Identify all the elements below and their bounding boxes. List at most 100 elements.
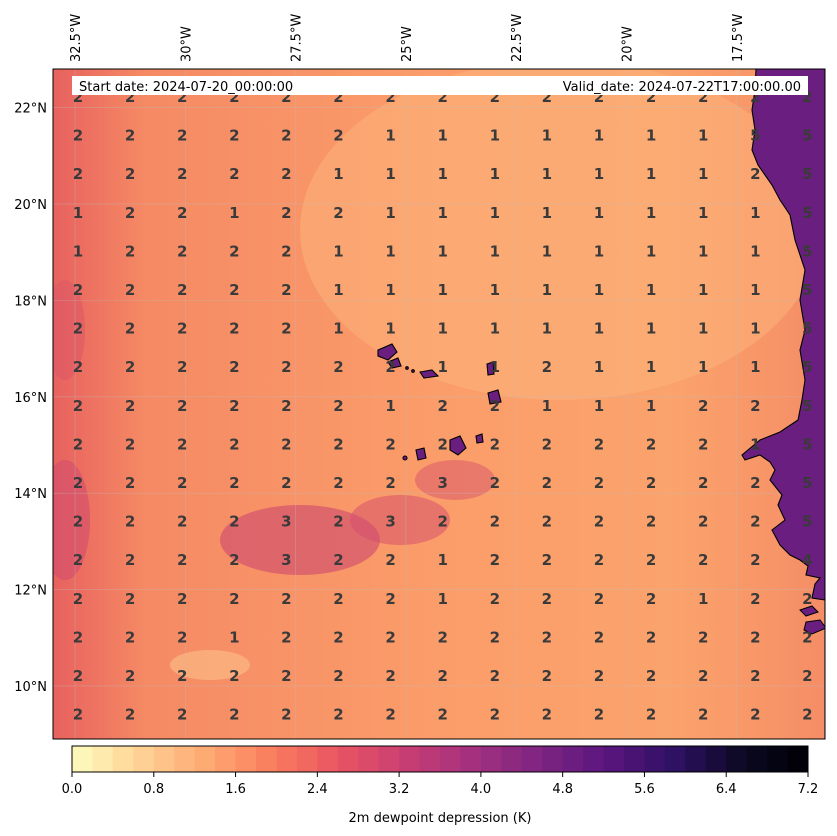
grid-value: 2 [229, 88, 239, 106]
latitude-tick-label: 14°N [14, 487, 47, 502]
grid-value: 1 [750, 281, 760, 299]
grid-value: 1 [490, 204, 500, 222]
grid-value: 2 [750, 590, 760, 608]
grid-value: 2 [385, 435, 395, 453]
grid-value: 2 [594, 551, 604, 569]
grid-value: 2 [125, 590, 135, 608]
grid-value: 2 [333, 397, 343, 415]
colorbar-tick-label: 3.2 [389, 782, 410, 797]
grid-value: 2 [73, 358, 83, 376]
grid-value: 2 [385, 628, 395, 646]
grid-value: 2 [125, 88, 135, 106]
grid-value: 2 [73, 590, 83, 608]
colorbar-ticks: 0.0 0.8 1.6 2.4 3.2 4.0 4.8 5.6 6.4 7.2 [62, 772, 818, 797]
grid-value: 1 [750, 242, 760, 260]
grid-value: 2 [437, 628, 447, 646]
grid-value: 2 [73, 435, 83, 453]
grid-value: 2 [802, 628, 812, 646]
grid-value: 2 [125, 242, 135, 260]
grid-value: 2 [177, 590, 187, 608]
grid-value: 1 [229, 204, 239, 222]
grid-value: 5 [802, 397, 812, 415]
grid-value: 2 [333, 513, 343, 531]
grid-value: 1 [385, 281, 395, 299]
grid-value: 2 [177, 667, 187, 685]
grid-value: 2 [594, 590, 604, 608]
grid-value: 2 [125, 474, 135, 492]
grid-value: 2 [125, 551, 135, 569]
grid-value: 2 [229, 513, 239, 531]
colorbar-level [337, 746, 359, 772]
grid-value: 2 [437, 397, 447, 415]
moist-blob [220, 505, 380, 575]
grid-value: 1 [646, 320, 656, 338]
grid-value: 2 [281, 204, 291, 222]
grid-value: 2 [385, 474, 395, 492]
colorbar-tick-label: 4.0 [471, 782, 492, 797]
grid-value: 2 [698, 513, 708, 531]
bijagos-islands [799, 605, 825, 635]
colorbar-level [521, 746, 543, 772]
grid-value: 1 [437, 242, 447, 260]
grid-value: 5 [802, 320, 812, 338]
colorbar-level [235, 746, 257, 772]
grid-value: 2 [698, 88, 708, 106]
grid-value: 1 [385, 397, 395, 415]
grid-value: 5 [802, 358, 812, 376]
grid-value: 2 [281, 435, 291, 453]
grid-value: 1 [750, 358, 760, 376]
grid-value: 1 [594, 127, 604, 145]
moist-blob [415, 460, 495, 500]
grid-value: 1 [437, 551, 447, 569]
grid-value: 1 [646, 358, 656, 376]
grid-value: 2 [229, 706, 239, 724]
value-grid: 2 2 2 2 2 2 2 2 2 2 2 2 2 2 2 2 2 2 2 2 2 1 1 1 1 1 1 1 5 5 2 2 2 2 2 1 1 1 1 1… [73, 88, 813, 724]
grid-value: 4 [802, 551, 812, 569]
grid-value: 2 [385, 88, 395, 106]
grid-value: 2 [125, 320, 135, 338]
grid-value: 2 [385, 667, 395, 685]
grid-value: 2 [490, 628, 500, 646]
grid-value: 2 [750, 88, 760, 106]
grid-value: 2 [73, 127, 83, 145]
grid-value: 1 [73, 242, 83, 260]
grid-value: 2 [750, 165, 760, 183]
grid-value: 2 [281, 320, 291, 338]
grid-value: 2 [73, 474, 83, 492]
grid-value: 1 [594, 397, 604, 415]
grid-value: 2 [333, 628, 343, 646]
grid-value: 2 [385, 590, 395, 608]
grid-value: 1 [385, 320, 395, 338]
grid-value: 2 [437, 513, 447, 531]
grid-value: 5 [802, 204, 812, 222]
colorbar-level [767, 746, 789, 772]
grid-value: 1 [73, 204, 83, 222]
grid-value: 2 [646, 435, 656, 453]
grid-value: 2 [646, 513, 656, 531]
grid-value: 2 [594, 667, 604, 685]
colorbar: 0.0 0.8 1.6 2.4 3.2 4.0 4.8 5.6 6.4 7.2 2m dewpoi… [62, 745, 818, 826]
grid-value: 2 [229, 667, 239, 685]
plot-frame [52, 68, 826, 740]
grid-value: 2 [542, 667, 552, 685]
grid-value: 2 [125, 165, 135, 183]
grid-value: 2 [698, 435, 708, 453]
grid-value: 2 [333, 474, 343, 492]
grid-value: 1 [437, 590, 447, 608]
grid-value: 1 [750, 204, 760, 222]
grid-value: 2 [333, 551, 343, 569]
grid-value: 2 [73, 88, 83, 106]
longitude-tick-label: 22.5°W [510, 14, 525, 62]
colorbar-level [624, 746, 645, 772]
grid-value: 5 [802, 513, 812, 531]
colorbar-level [256, 746, 277, 772]
colorbar-level [296, 746, 318, 772]
grid-value: 2 [646, 590, 656, 608]
grid-value: 2 [125, 628, 135, 646]
longitude-tick-label: 32.5°W [69, 14, 84, 62]
latitude-tick-label: 12°N [14, 584, 47, 599]
grid-value: 2 [177, 513, 187, 531]
moist-blob [53, 280, 85, 380]
grid-value: 5 [750, 127, 760, 145]
longitude-tick-label: 30°W [179, 26, 194, 62]
